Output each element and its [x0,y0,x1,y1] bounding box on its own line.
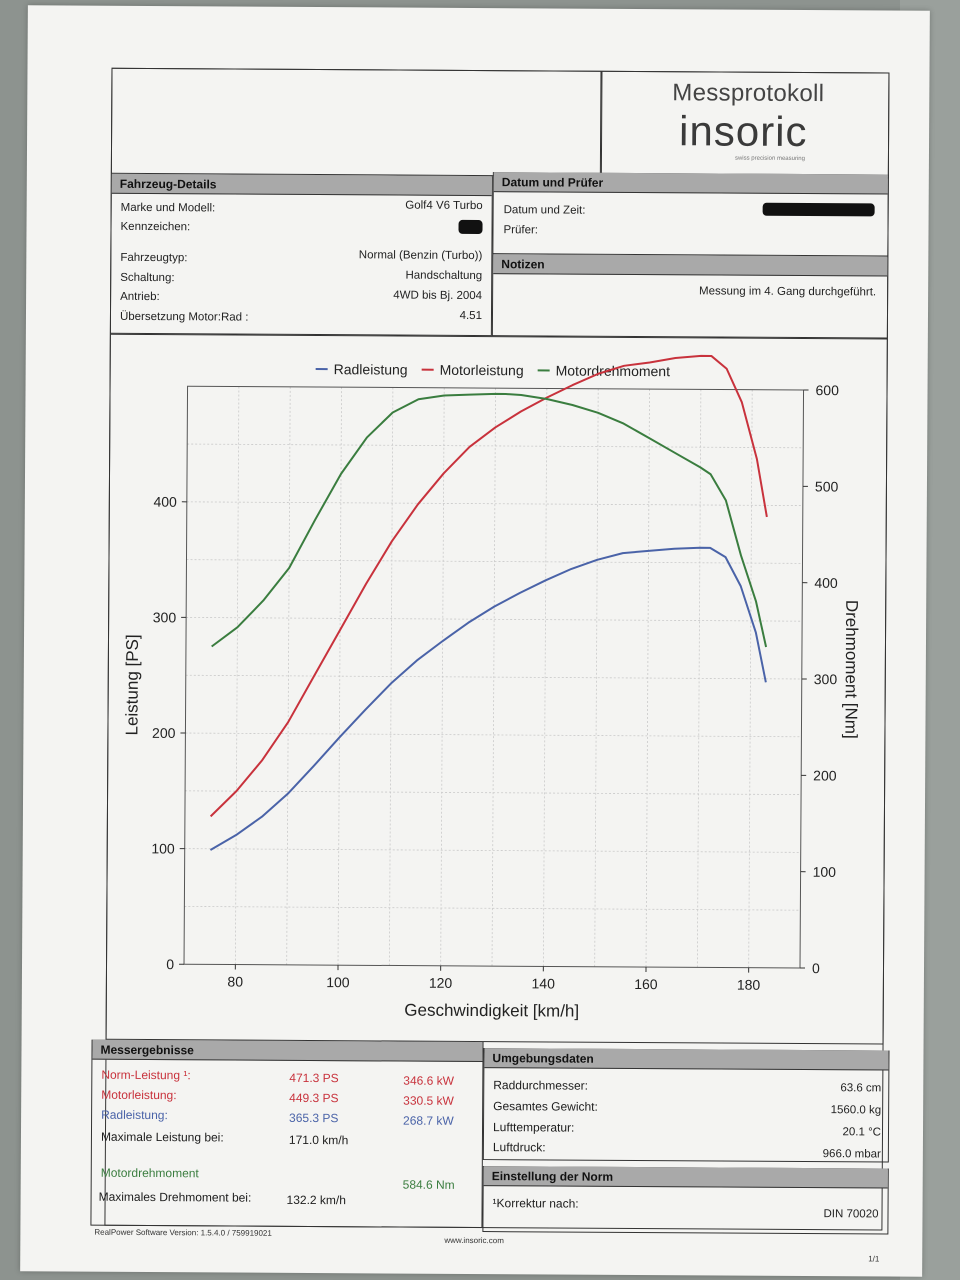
y-tick-label: 0 [166,956,174,972]
env-value: 63.6 cm [840,1082,882,1095]
dyno-chart: 80 100 120 140 160 180 0 100 200 300 400 0 100 200 300… [122,354,861,1021]
norm-section-title: Einstellung der Norm [483,1166,888,1189]
grid-line-horizontal [186,617,803,622]
grid-line-horizontal [186,559,803,564]
x-tick-label: 180 [737,977,761,993]
result-ps: 471.3 PS [289,1070,339,1086]
x-tick-label: 120 [429,975,453,991]
result-kw: 330.5 kW [403,1093,454,1108]
result-ps: 365.3 PS [289,1110,339,1126]
grid-line-vertical [234,386,240,965]
x-tick-label: 140 [532,975,556,991]
x-tick-label: 160 [634,976,658,992]
result-kw: 268.7 kW [403,1113,454,1128]
y-axis-label: Leistung [PS] [122,634,142,735]
y2-tick-label: 300 [814,671,838,687]
max-power-label: Maximale Leistung bei: [100,1129,224,1145]
result-label: Motorleistung: [101,1087,177,1103]
max-power-value: 171.0 km/h [288,1132,349,1148]
y2-axis-label: Drehmoment [Nm] [841,600,861,739]
environment-section-title: Umgebungsdaten [484,1048,889,1071]
series-line-radleistung [209,546,767,851]
grid-line-horizontal [187,443,804,449]
max-torque-label: Maximales Drehmoment bei: [98,1189,252,1205]
env-value: 966.0 mbar [822,1148,881,1161]
env-label: Raddurchmesser: [493,1078,589,1093]
env-value: 1560.0 kg [830,1104,882,1117]
env-value: 20.1 °C [842,1126,882,1139]
result-kw: 346.6 kW [403,1073,455,1088]
torque-value: 584.6 Nm [402,1177,455,1192]
website: www.insoric.com [444,1235,504,1246]
torque-label: Motordrehmoment [100,1165,199,1181]
grid-line-horizontal [184,906,801,911]
y2-tick-label: 400 [814,575,838,591]
y2-tick-label: 100 [813,864,837,880]
result-label: Norm-Leistung ¹: [101,1067,191,1083]
results-section-title: Messergebnisse [92,1039,483,1063]
grid-line-horizontal [185,790,802,795]
y2-tick-label: 0 [812,960,820,976]
y2-tick-label: 500 [815,478,839,494]
grid-line-horizontal [185,732,802,738]
grid-line-vertical [594,388,599,967]
env-label: Luftdruck: [492,1140,546,1155]
x-tick-label: 100 [326,974,350,990]
y2-tick-label: 600 [815,382,839,398]
x-axis-label: Geschwindigkeit [km/h] [404,1001,579,1021]
software-version: RealPower Software Version: 1.5.4.0 / 75… [94,1227,272,1238]
norm-value: DIN 70020 [823,1208,879,1221]
result-label: Radleistung: [101,1107,168,1123]
y-tick-label: 200 [152,725,176,741]
env-label: Lufttemperatur: [492,1120,575,1135]
grid-line-vertical [542,388,548,967]
y-tick-label: 100 [151,840,175,856]
grid-line-vertical [286,386,291,965]
document-page: Messprotokoll insoric swiss precision me… [20,5,930,1277]
y-tick-label: 400 [153,494,177,510]
norm-label: ¹Korrektur nach: [492,1196,579,1211]
series-line-motordrehmoment [211,392,768,648]
page-number: 1/1 [868,1254,880,1264]
y-tick-label: 300 [153,609,177,625]
grid-line-horizontal [186,501,803,507]
result-ps: 449.3 PS [289,1090,339,1106]
y2-tick-label: 200 [813,767,837,783]
max-torque-value: 132.2 km/h [286,1192,346,1208]
grid-line-horizontal [184,848,801,853]
grid-line-horizontal [185,674,802,680]
env-label: Gesamtes Gewicht: [493,1099,598,1114]
x-tick-label: 80 [227,973,243,989]
series-line-motorleistung [209,354,768,818]
